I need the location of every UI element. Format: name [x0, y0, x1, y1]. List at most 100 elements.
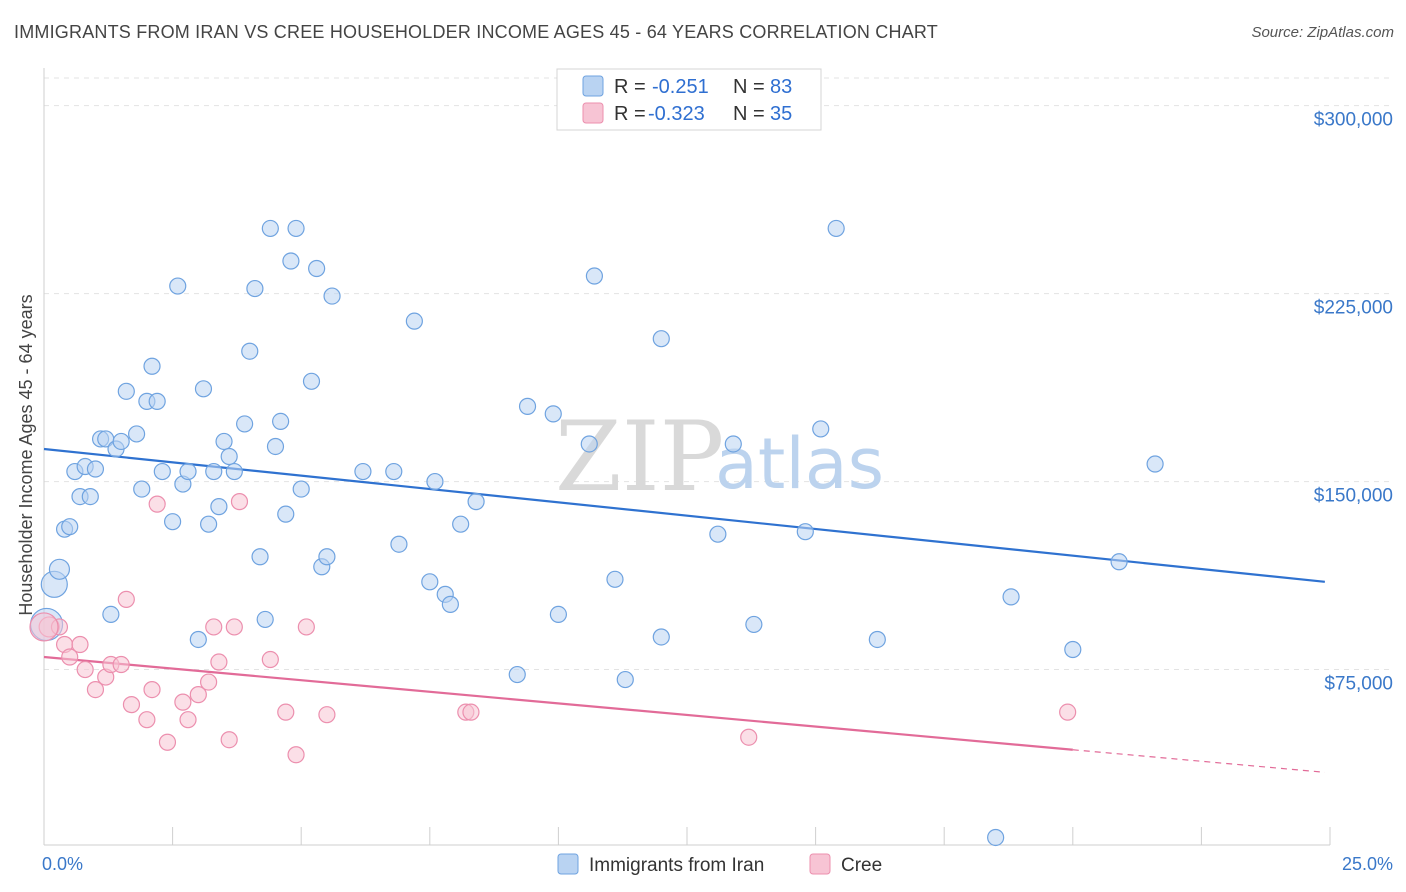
iran-point-40 [272, 412, 290, 431]
y-tick-label-2: $225,000 [1314, 298, 1393, 319]
iran-point-26 [194, 380, 213, 398]
iran-point-60 [508, 665, 526, 684]
iran-point-56 [441, 595, 459, 613]
cree-point-24 [230, 493, 249, 511]
iran-point-33 [236, 415, 254, 433]
legend-box: R = -0.251 N = 83 R = -0.323 N = 35 [556, 68, 822, 131]
iran-point-37 [256, 610, 274, 629]
iran-point-59 [467, 493, 485, 511]
iran-point-74 [812, 420, 830, 438]
y-tick-label-3: $300,000 [1314, 110, 1393, 131]
iran-point-65 [585, 267, 604, 285]
iran-point-66 [606, 570, 624, 588]
bottom-legend-swatch-cree [809, 853, 831, 875]
iran-point-7 [81, 488, 99, 506]
iran-point-57 [426, 472, 444, 491]
iran-point-44 [292, 480, 310, 498]
iran-point-61 [518, 397, 537, 415]
legend-swatch-iran [582, 75, 604, 97]
cree-point-22 [220, 731, 238, 749]
cree-point-15 [158, 733, 177, 751]
legend-r-label-1: R = [614, 76, 646, 98]
y-tick-labels: $75,000 $150,000 $225,000 $300,000 [1314, 110, 1393, 695]
iran-point-78 [1002, 588, 1020, 606]
iran-point-39 [266, 437, 285, 456]
iran-point-34 [241, 342, 259, 360]
iran-point-63 [549, 605, 568, 624]
chart-source: Source: ZipAtlas.com [1251, 24, 1394, 41]
iran-point-75 [827, 219, 845, 238]
iran-point-68 [652, 330, 670, 348]
watermark-zip: ZIP [555, 401, 724, 513]
iran-point-64 [580, 435, 598, 453]
cree-trend-line [43, 655, 1073, 751]
cree-point-20 [205, 618, 223, 636]
x-tick-label-0: 0.0% [42, 854, 83, 874]
cree-trend-line-extension [1072, 749, 1325, 773]
iran-point-18 [143, 357, 161, 375]
cree-point-28 [297, 618, 315, 636]
cree-point-10 [117, 590, 135, 608]
x-ticks [43, 827, 1331, 845]
data-points [29, 219, 1164, 847]
cree-point-17 [179, 711, 197, 729]
cree-point-9 [112, 655, 130, 674]
iran-point-81 [1146, 455, 1164, 473]
bottom-legend-label-iran: Immigrants from Iran [589, 855, 764, 876]
iran-point-71 [724, 435, 742, 453]
cree-point-13 [143, 680, 161, 699]
iran-point-76 [868, 630, 886, 649]
legend-r-value-1: -0.251 [652, 76, 709, 98]
legend-n-label-1: N = [733, 76, 765, 98]
bottom-legend-swatch-iran [557, 853, 579, 875]
legend-r-label-2: R = [614, 103, 646, 125]
iran-point-48 [318, 548, 336, 566]
legend-n-label-2: N = [733, 103, 765, 125]
cree-point-11 [122, 696, 141, 714]
legend-swatch-cree [582, 102, 604, 124]
iran-point-58 [452, 515, 470, 533]
iran-point-46 [308, 259, 326, 278]
iran-point-51 [385, 462, 403, 481]
iran-point-27 [200, 515, 218, 533]
iran-point-11 [102, 605, 120, 624]
iran-point-19 [148, 392, 166, 410]
iran-point-28 [205, 462, 223, 481]
cree-point-6 [86, 680, 105, 699]
cree-point-34 [29, 612, 59, 642]
iran-point-32 [225, 462, 243, 481]
iran-point-67 [616, 670, 634, 689]
watermark: ZIP atlas [555, 401, 884, 513]
legend-n-value-1: 83 [770, 76, 792, 98]
chart-title: IMMIGRANTS FROM IRAN VS CREE HOUSEHOLDER… [14, 22, 938, 42]
iran-point-14 [117, 382, 135, 400]
iran-point-52 [390, 535, 408, 553]
iran-point-24 [179, 462, 197, 481]
cree-point-32 [740, 728, 758, 746]
iran-point-35 [246, 279, 264, 298]
iran-point-62 [544, 405, 562, 423]
iran-point-73 [796, 523, 814, 541]
cree-point-3 [61, 648, 79, 666]
cree-point-33 [1059, 703, 1077, 721]
iran-point-36 [251, 548, 269, 566]
iran-point-13 [112, 432, 130, 451]
iran-point-43 [287, 219, 305, 238]
cree-point-21 [210, 653, 228, 671]
x-tick-labels: 0.0% 25.0% [42, 854, 1393, 874]
cree-point-4 [71, 635, 89, 654]
iran-point-42 [282, 252, 300, 270]
cree-point-26 [277, 703, 295, 721]
iran-point-1 [48, 558, 71, 580]
iran-point-50 [354, 462, 372, 481]
cree-point-19 [200, 673, 218, 691]
iran-point-54 [421, 573, 439, 591]
cree-point-27 [287, 746, 305, 764]
watermark-atlas: atlas [715, 423, 884, 505]
cree-point-16 [174, 693, 192, 711]
iran-point-69 [652, 628, 670, 646]
y-tick-label-1: $150,000 [1314, 486, 1393, 507]
cree-point-31 [462, 703, 480, 721]
iran-point-29 [210, 498, 228, 516]
iran-point-31 [220, 447, 238, 466]
